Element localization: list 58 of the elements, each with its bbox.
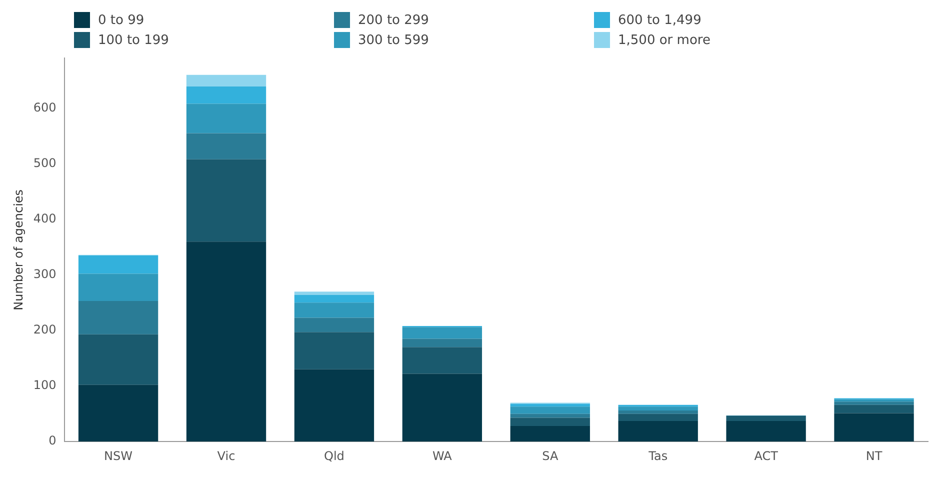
x-tick-label: Vic bbox=[217, 448, 236, 463]
bar bbox=[510, 406, 590, 414]
bar bbox=[294, 292, 374, 295]
x-tick-label: NSW bbox=[104, 448, 133, 463]
x-tick-label: WA bbox=[432, 448, 453, 463]
bar bbox=[186, 86, 266, 104]
legend-label: 600 to 1,499 bbox=[618, 12, 702, 28]
bar bbox=[186, 74, 266, 87]
bar bbox=[294, 332, 374, 370]
bar bbox=[294, 302, 374, 318]
bar bbox=[510, 404, 590, 407]
bar bbox=[726, 421, 806, 442]
y-tick-label: 600 bbox=[33, 100, 56, 114]
bar bbox=[834, 413, 914, 442]
x-tick-label: Tas bbox=[648, 448, 668, 463]
y-tick-label: 100 bbox=[33, 378, 56, 392]
x-tick-label: NT bbox=[866, 448, 883, 463]
bar bbox=[510, 426, 590, 442]
y-tick-label: 500 bbox=[33, 156, 56, 170]
bar bbox=[402, 374, 482, 442]
bar bbox=[510, 414, 590, 418]
y-tick-label: 400 bbox=[33, 211, 56, 226]
bar bbox=[726, 416, 806, 422]
bar bbox=[78, 255, 158, 274]
y-tick-label: 300 bbox=[33, 267, 56, 282]
x-tick-label: ACT bbox=[754, 448, 779, 463]
bar bbox=[834, 404, 914, 414]
bar bbox=[618, 410, 698, 414]
legend-label: 300 to 599 bbox=[358, 32, 429, 48]
x-tick-label: SA bbox=[542, 448, 559, 463]
y-axis-title: Number of agencies bbox=[11, 189, 26, 310]
bar bbox=[618, 406, 698, 410]
legend-label: 0 to 99 bbox=[98, 12, 144, 28]
legend-label: 1,500 or more bbox=[618, 32, 710, 48]
bar bbox=[618, 421, 698, 442]
legend-label: 100 to 199 bbox=[98, 32, 169, 48]
bar bbox=[834, 402, 914, 405]
bar bbox=[402, 338, 482, 348]
bar bbox=[78, 384, 158, 442]
bar bbox=[402, 327, 482, 339]
bar bbox=[78, 334, 158, 385]
bar bbox=[78, 274, 158, 302]
bar bbox=[186, 133, 266, 160]
legend-label: 200 to 299 bbox=[358, 12, 429, 28]
bar bbox=[294, 294, 374, 303]
bar bbox=[510, 418, 590, 426]
bar bbox=[294, 318, 374, 332]
bar bbox=[186, 104, 266, 134]
bar bbox=[186, 242, 266, 442]
bar bbox=[294, 369, 374, 442]
bar bbox=[618, 414, 698, 422]
bar bbox=[402, 347, 482, 374]
bar bbox=[834, 399, 914, 402]
x-tick-label: Qld bbox=[324, 448, 344, 463]
bar bbox=[78, 301, 158, 334]
y-tick-label: 0 bbox=[48, 434, 56, 448]
y-tick-label: 200 bbox=[33, 322, 56, 337]
bar bbox=[186, 159, 266, 242]
